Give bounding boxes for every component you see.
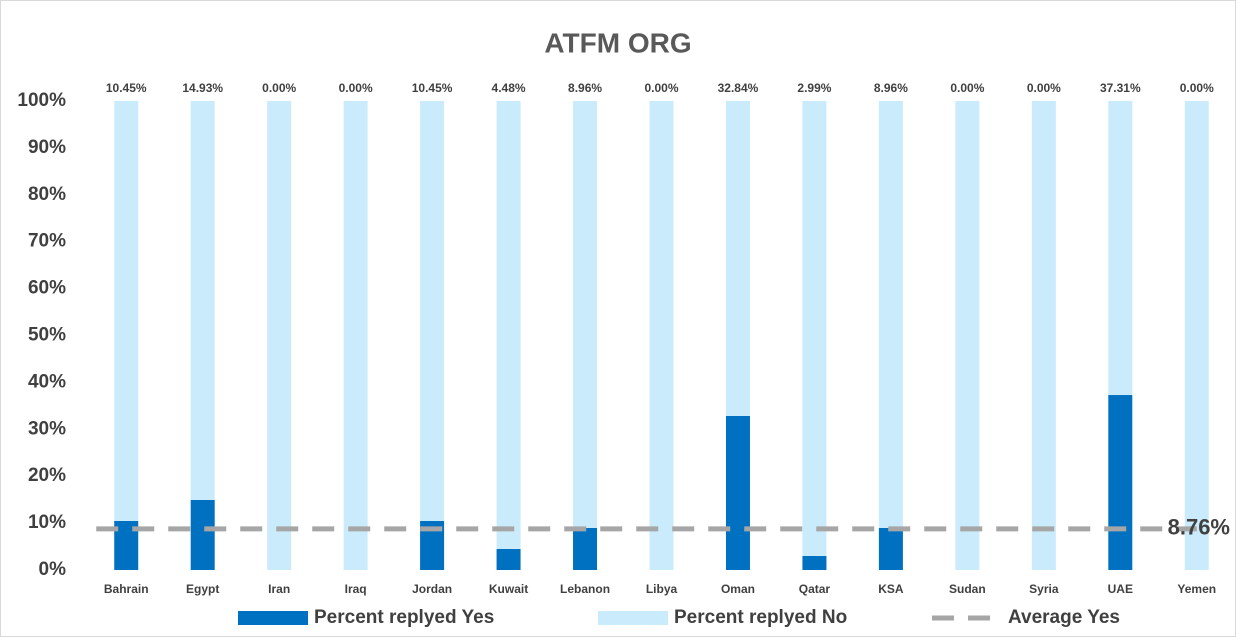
bar-segment — [878, 101, 903, 528]
x-tick-label: Iran — [268, 582, 290, 596]
bar-segment — [649, 101, 674, 570]
x-tick-label: UAE — [1108, 582, 1133, 596]
legend-label: Percent replyed Yes — [314, 607, 494, 628]
data-label: 0.00% — [339, 81, 373, 95]
y-tick-label: 0% — [39, 559, 67, 580]
bar-segment — [496, 548, 521, 570]
data-label: 0.00% — [644, 81, 678, 95]
x-tick-label: Jordan — [412, 582, 452, 596]
legend-swatch — [598, 611, 668, 625]
bar-segment — [802, 555, 827, 570]
data-label: 10.45% — [106, 81, 147, 95]
bar-segment — [1184, 101, 1209, 570]
y-tick-label: 10% — [28, 512, 66, 533]
data-label: 0.00% — [950, 81, 984, 95]
bar-segment — [573, 101, 598, 528]
y-tick-label: 60% — [28, 278, 66, 299]
bar-segment — [1031, 101, 1056, 570]
y-tick-label: 40% — [28, 371, 66, 392]
y-tick-label: 90% — [28, 137, 66, 158]
y-tick-label: 80% — [28, 184, 66, 205]
bar-segment — [725, 415, 750, 570]
average-label: 8.76% — [1168, 515, 1230, 540]
x-tick-label: Lebanon — [560, 582, 610, 596]
data-label: 8.96% — [874, 81, 908, 95]
data-label: 2.99% — [797, 81, 831, 95]
y-tick-label: 30% — [28, 418, 66, 439]
chart-title: ATFM ORG — [544, 27, 691, 58]
bar-segment — [267, 101, 292, 570]
bar-segment — [725, 101, 750, 416]
data-label: 4.48% — [492, 81, 526, 95]
bar-segment — [420, 101, 445, 521]
data-label: 37.31% — [1100, 81, 1141, 95]
x-tick-label: Egypt — [186, 582, 219, 596]
data-label: 0.00% — [262, 81, 296, 95]
bar-segment — [114, 101, 139, 521]
x-tick-label: Yemen — [1177, 582, 1216, 596]
bar-segment — [190, 101, 215, 500]
x-tick-label: Libya — [646, 582, 678, 596]
x-tick-label: KSA — [878, 582, 904, 596]
data-label: 0.00% — [1180, 81, 1214, 95]
y-tick-label: 20% — [28, 465, 66, 486]
legend-swatch — [238, 611, 308, 625]
legend-label: Average Yes — [1008, 607, 1120, 628]
data-label: 10.45% — [412, 81, 453, 95]
x-tick-label: Sudan — [949, 582, 986, 596]
bar-segment — [1108, 101, 1133, 396]
data-label: 14.93% — [182, 81, 223, 95]
bar-segment — [190, 499, 215, 570]
bar-segment — [1108, 395, 1133, 570]
x-tick-label: Oman — [721, 582, 755, 596]
bar-segment — [878, 527, 903, 570]
bar-segment — [955, 101, 980, 570]
data-label: 0.00% — [1027, 81, 1061, 95]
data-label: 8.96% — [568, 81, 602, 95]
y-tick-label: 50% — [28, 325, 66, 346]
y-tick-label: 100% — [17, 90, 66, 111]
x-tick-label: Qatar — [799, 582, 831, 596]
data-label: 32.84% — [718, 81, 759, 95]
x-tick-label: Kuwait — [489, 582, 528, 596]
x-tick-label: Syria — [1029, 582, 1059, 596]
bar-segment — [802, 101, 827, 556]
x-tick-label: Bahrain — [104, 582, 149, 596]
x-tick-label: Iraq — [345, 582, 367, 596]
bar-segment — [573, 527, 598, 570]
bar-segment — [496, 101, 521, 549]
y-tick-label: 70% — [28, 231, 66, 252]
bar-segment — [343, 101, 368, 570]
legend-label: Percent replyed No — [674, 607, 847, 628]
